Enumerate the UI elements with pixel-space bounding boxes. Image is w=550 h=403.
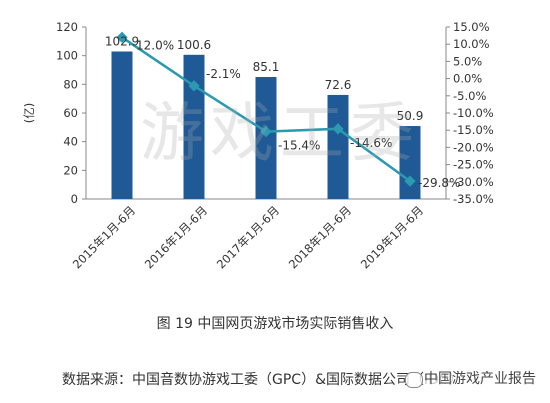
- bar-value-label: 100.6: [177, 38, 211, 52]
- right-tick-label: 10.0%: [453, 37, 490, 51]
- growth-value-label: 12.0%: [136, 38, 174, 52]
- right-tick-label: -15.0%: [453, 123, 494, 137]
- left-tick-label: 80: [63, 77, 78, 91]
- right-tick-label: -5.0%: [453, 89, 486, 103]
- right-tick-label: 0.0%: [453, 72, 482, 86]
- left-tick-label: 40: [63, 135, 78, 149]
- bar: [183, 54, 205, 199]
- right-tick-label: 5.0%: [453, 54, 482, 68]
- right-tick-label: -25.0%: [453, 158, 494, 172]
- x-tick-label: 2018年1月-6月: [286, 203, 354, 271]
- right-tick-label: -35.0%: [453, 192, 494, 206]
- wechat-icon: [405, 372, 423, 388]
- chart: 0 20 40 60 80 100 120 (亿) 15.0% 10.0% 5.0% 0.0% -5.…: [22, 20, 494, 272]
- x-tick-label: 2016年1月-6月: [142, 203, 210, 271]
- bar-value-label: 72.6: [325, 78, 352, 92]
- right-axis: 15.0% 10.0% 5.0% 0.0% -5.0% -10.0% -15.0% -20.0…: [445, 20, 494, 206]
- right-tick-label: -30.0%: [453, 175, 494, 189]
- growth-point: [404, 175, 416, 187]
- left-tick-label: 0: [71, 192, 78, 206]
- left-tick-label: 20: [63, 163, 78, 177]
- growth-value-label: -2.1%: [206, 67, 241, 81]
- growth-point: [332, 123, 344, 135]
- growth-value-label: -14.6%: [350, 136, 392, 150]
- x-tick-label: 2019年1月-6月: [358, 203, 426, 271]
- data-source: 数据来源：中国音数协游戏工委（GPC）&国际数据公司（IDC）: [62, 372, 463, 388]
- data-labels: 102.9 100.6 85.1 72.6 50.9 12.0% -2.1% -15.4% -1…: [105, 35, 461, 191]
- bar-value-label: 85.1: [253, 60, 280, 74]
- bar-value-label: 102.9: [105, 35, 139, 49]
- left-tick-label: 100: [56, 49, 78, 63]
- figure-caption: 图 19 中国网页游戏市场实际销售收入: [156, 316, 394, 332]
- bar: [255, 77, 277, 199]
- growth-value-label: -29.8%: [418, 176, 460, 190]
- left-axis-label: (亿): [22, 103, 36, 123]
- left-axis: 0 20 40 60 80 100 120 (亿): [22, 20, 87, 206]
- growth-line: [116, 31, 416, 187]
- growth-value-label: -15.4%: [278, 139, 320, 153]
- left-tick-label: 120: [56, 20, 78, 34]
- right-tick-label: -10.0%: [453, 106, 494, 120]
- x-tick-label: 2015年1月-6月: [70, 203, 138, 271]
- bar-value-label: 50.9: [397, 109, 424, 123]
- x-axis: 2015年1月-6月 2016年1月-6月 2017年1月-6月 2018年1月-6月…: [70, 198, 446, 272]
- growth-point: [116, 31, 128, 43]
- x-tick-label: 2017年1月-6月: [214, 203, 282, 271]
- bar: [327, 94, 349, 199]
- right-tick-label: 15.0%: [453, 20, 490, 34]
- wechat-label: 中国游戏产业报告: [424, 368, 536, 388]
- left-tick-label: 60: [63, 106, 78, 120]
- right-tick-label: -20.0%: [453, 140, 494, 154]
- bar: [111, 51, 133, 200]
